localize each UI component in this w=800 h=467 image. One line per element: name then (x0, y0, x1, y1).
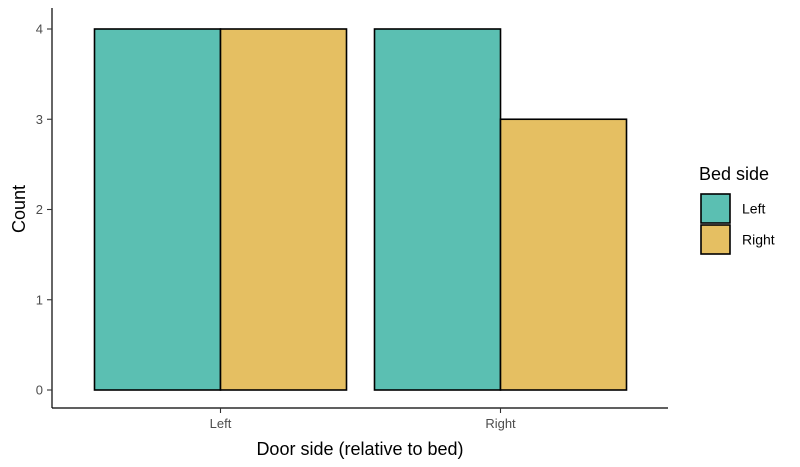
x-axis: Left Right (52, 407, 668, 431)
y-axis: 0 1 2 3 4 (36, 8, 53, 408)
x-tick-label: Right (485, 416, 516, 431)
legend-key-right (700, 224, 731, 255)
bars-layer (93, 28, 628, 391)
legend-title: Bed side (699, 164, 769, 184)
legend-label-right: Right (742, 232, 775, 248)
y-tick-label: 0 (36, 383, 43, 398)
bar-left-right (219, 28, 348, 391)
x-axis-title: Door side (relative to bed) (256, 439, 463, 459)
y-tick-label: 3 (36, 112, 43, 127)
y-tick-label: 1 (36, 292, 43, 307)
bar-right-right (499, 118, 628, 391)
y-axis-title: Count (9, 185, 29, 233)
x-tick-label: Left (210, 416, 232, 431)
legend-label-left: Left (742, 201, 765, 217)
bar-left-left (93, 28, 222, 391)
y-tick-label: 2 (36, 202, 43, 217)
y-tick-label: 4 (36, 22, 43, 37)
legend-key-left (700, 193, 731, 224)
legend: Bed side Left Right (699, 164, 775, 255)
bar-right-left (373, 28, 502, 391)
